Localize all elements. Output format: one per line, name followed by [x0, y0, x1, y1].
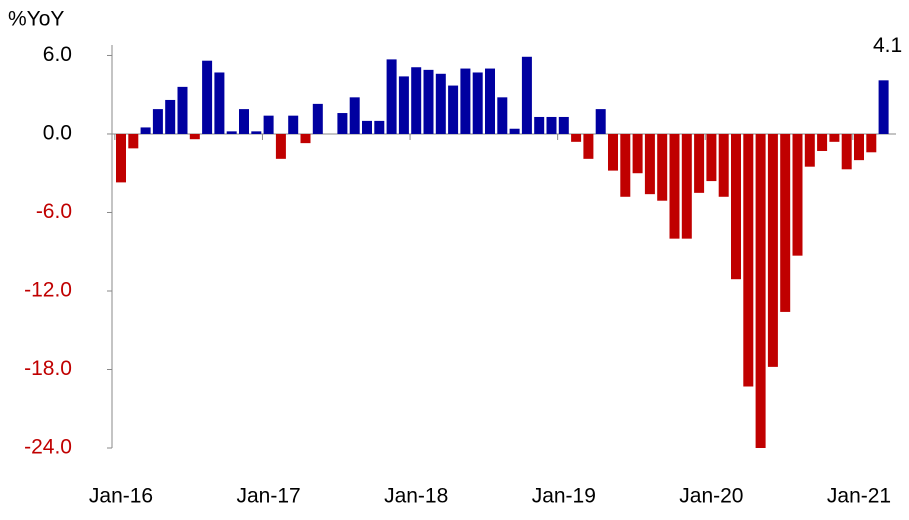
bar: [226, 131, 237, 134]
bar: [583, 133, 594, 159]
bar: [571, 133, 582, 142]
bar: [128, 133, 139, 149]
bar: [755, 133, 766, 448]
bar: [140, 127, 151, 134]
bar: [743, 133, 754, 387]
bar: [804, 133, 815, 167]
bar: [509, 128, 520, 134]
bar: [829, 133, 840, 142]
bar: [485, 68, 495, 134]
bar: [521, 56, 532, 134]
bar: [718, 133, 729, 197]
bar: [214, 72, 225, 134]
bar: [460, 68, 471, 134]
bar: [817, 133, 828, 151]
y-axis-label: %YoY: [8, 8, 64, 31]
bar: [239, 109, 249, 134]
bar: [792, 133, 803, 256]
bar: [694, 133, 705, 193]
x-tick-label: Jan-21: [827, 485, 891, 508]
x-tick-label: Jan-18: [384, 485, 448, 508]
bar: [251, 131, 262, 134]
bar: [189, 133, 200, 140]
bar: [300, 133, 311, 144]
bar: [423, 69, 434, 134]
x-tick-label: Jan-17: [236, 485, 300, 508]
bar: [411, 67, 422, 134]
y-tick-label: -24.0: [24, 436, 72, 459]
bar: [534, 116, 545, 134]
bar: [312, 103, 323, 134]
x-tick-label: Jan-16: [89, 485, 153, 508]
y-tick-label: -12.0: [24, 279, 72, 302]
bar: [780, 133, 791, 312]
y-tick-label: -6.0: [36, 200, 72, 223]
bar: [731, 133, 741, 280]
y-tick-label: 6.0: [43, 43, 72, 66]
bar: [448, 85, 459, 134]
bar: [644, 133, 655, 195]
bar: [165, 99, 176, 134]
bar: [854, 133, 864, 161]
bar: [841, 133, 852, 170]
bar: [263, 115, 274, 134]
bar: [374, 120, 385, 134]
bar: [202, 60, 213, 134]
data-label: 4.1: [873, 34, 902, 57]
bar: [152, 109, 163, 134]
bar: [595, 109, 606, 134]
bar: [546, 116, 557, 134]
bar: [706, 133, 717, 182]
bar: [116, 133, 126, 183]
bar: [386, 59, 397, 134]
bar: [657, 133, 668, 201]
bar: [288, 115, 299, 134]
bar: [608, 133, 618, 171]
bar: [558, 116, 569, 134]
bar: [669, 133, 680, 239]
bar: [767, 133, 778, 367]
bar: [497, 97, 508, 134]
bar: [349, 97, 360, 134]
bar: [362, 120, 372, 134]
bar: [275, 133, 286, 159]
bar: [337, 113, 348, 134]
y-tick-label: 0.0: [43, 122, 72, 145]
y-tick-label: -18.0: [24, 357, 72, 380]
x-tick-label: Jan-20: [679, 485, 743, 508]
bar: [435, 73, 446, 134]
bar: [681, 133, 692, 239]
x-tick-label: Jan-19: [532, 485, 596, 508]
bar: [177, 86, 188, 134]
bar: [620, 133, 631, 197]
bar: [878, 80, 889, 134]
bar: [472, 72, 483, 134]
bar: [398, 76, 409, 134]
bar: [632, 133, 643, 174]
bar: [866, 133, 877, 153]
